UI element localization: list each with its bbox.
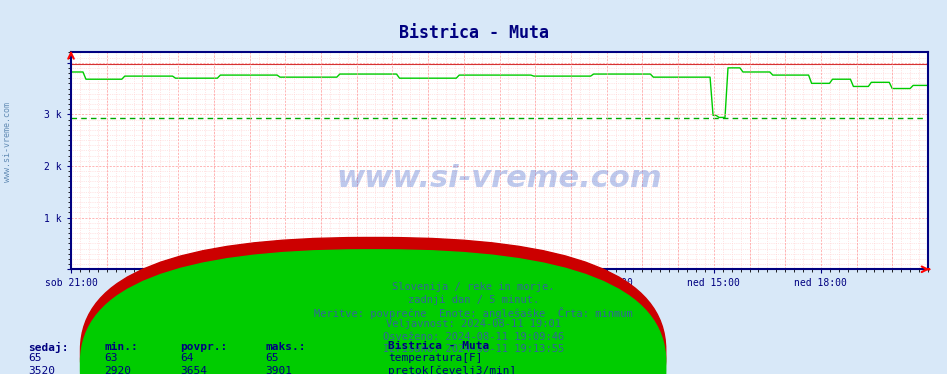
Text: min.:: min.: <box>104 342 138 352</box>
Text: 63: 63 <box>104 353 117 364</box>
Text: 3901: 3901 <box>265 366 293 374</box>
Text: 3654: 3654 <box>180 366 207 374</box>
Text: 65: 65 <box>265 353 278 364</box>
Text: 64: 64 <box>180 353 193 364</box>
Text: povpr.:: povpr.: <box>180 342 227 352</box>
Text: www.si-vreme.com: www.si-vreme.com <box>3 102 12 182</box>
Text: 65: 65 <box>28 353 42 364</box>
Text: sedaj:: sedaj: <box>28 342 69 353</box>
Text: www.si-vreme.com: www.si-vreme.com <box>337 164 662 193</box>
Text: Veljavnost: 2024-08-11 19:01: Veljavnost: 2024-08-11 19:01 <box>386 319 561 329</box>
Text: Izrisano: 2024-08-11 19:13:55: Izrisano: 2024-08-11 19:13:55 <box>383 344 564 354</box>
Text: maks.:: maks.: <box>265 342 306 352</box>
Text: zadnji dan / 5 minut.: zadnji dan / 5 minut. <box>408 295 539 305</box>
Text: temperatura[F]: temperatura[F] <box>388 353 483 364</box>
Text: 3520: 3520 <box>28 366 56 374</box>
Text: 2920: 2920 <box>104 366 132 374</box>
Text: Slovenija / reke in morje.: Slovenija / reke in morje. <box>392 282 555 292</box>
Text: Meritve: povprečne  Enote: anglešaške  Črta: minmum: Meritve: povprečne Enote: anglešaške Črt… <box>314 307 633 319</box>
Text: Bistrica - Muta: Bistrica - Muta <box>399 24 548 42</box>
Text: Osveženo: 2024-08-11 19:09:46: Osveženo: 2024-08-11 19:09:46 <box>383 332 564 342</box>
Text: pretok[čevelj3/min]: pretok[čevelj3/min] <box>388 366 516 374</box>
Text: Bistrica - Muta: Bistrica - Muta <box>388 341 490 351</box>
